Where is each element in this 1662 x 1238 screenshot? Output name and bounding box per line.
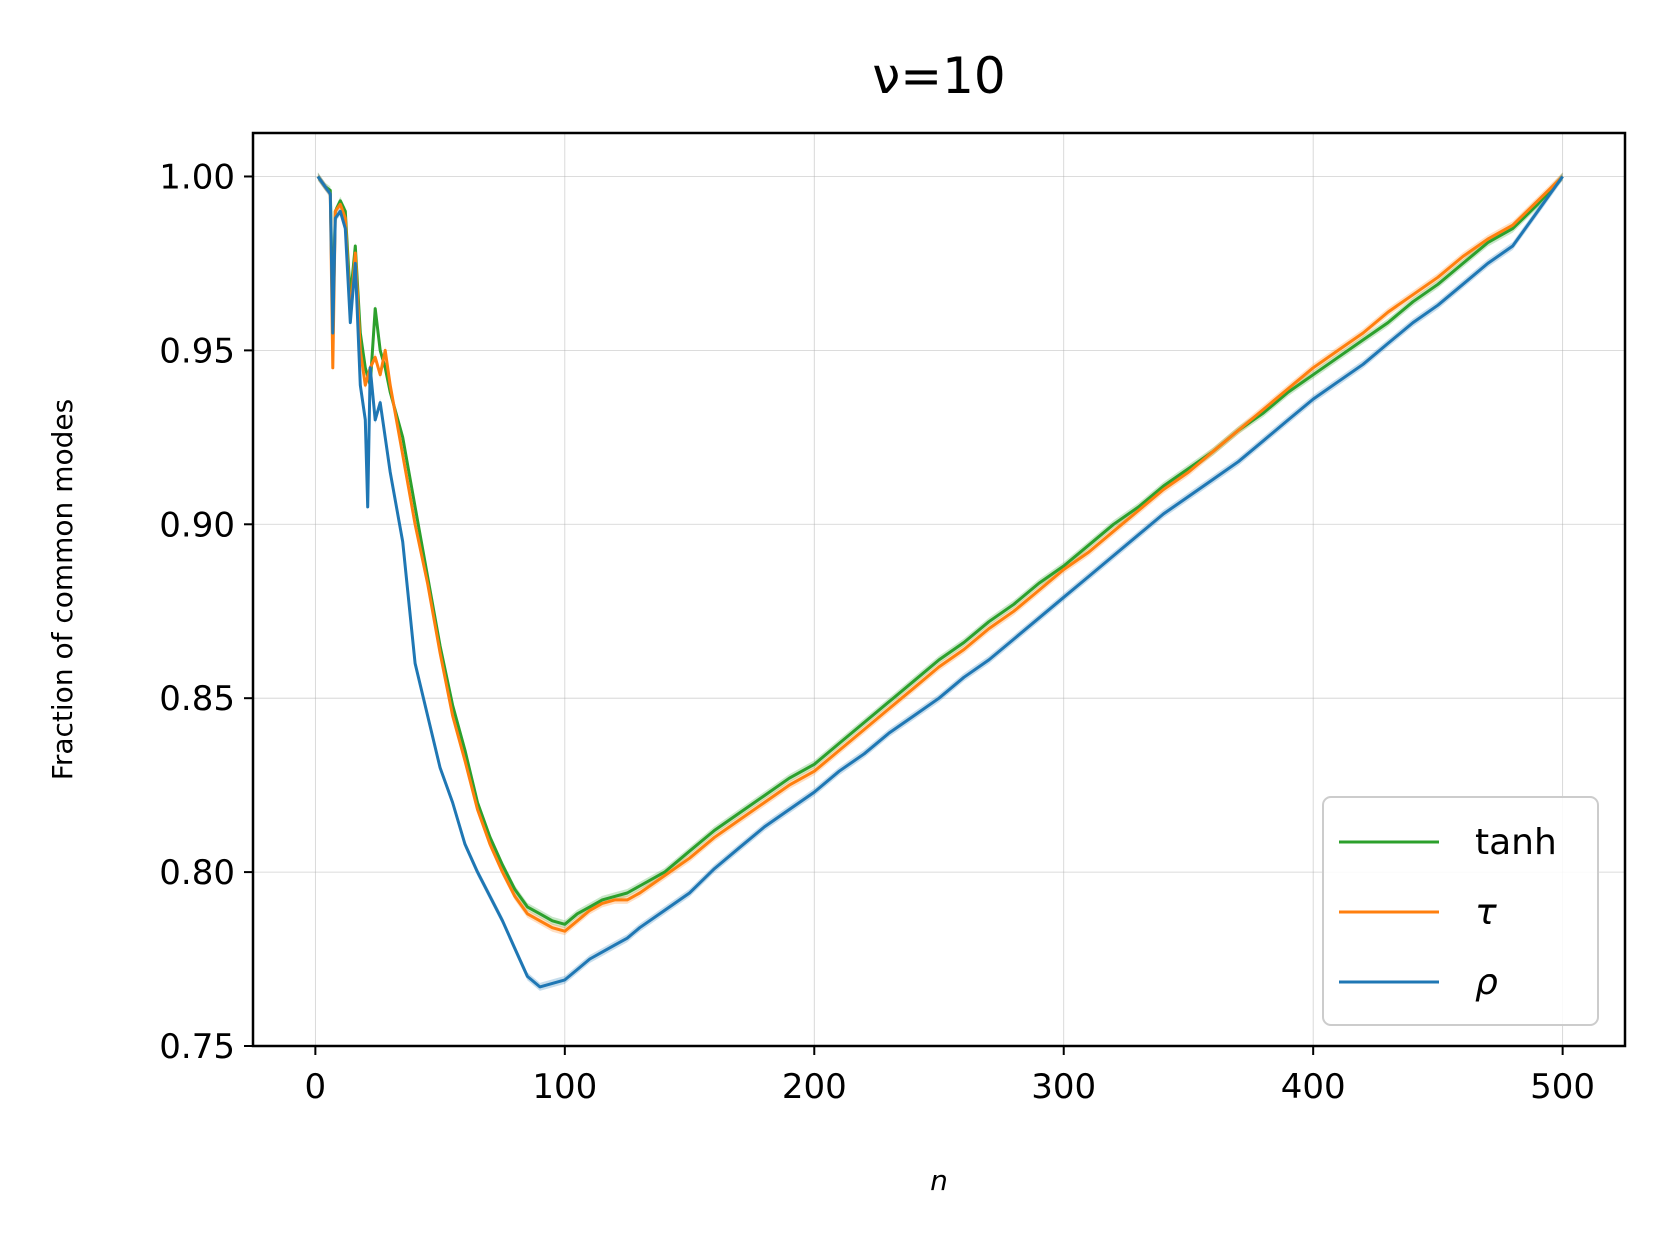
x-tick-label: 200 [782, 1067, 847, 1107]
x-tick-label: 400 [1281, 1067, 1346, 1107]
legend-label-0: tanh [1475, 822, 1557, 863]
chart-title: ν=10 [872, 47, 1005, 105]
y-tick-label: 0.90 [159, 505, 235, 545]
legend-box [1322, 796, 1599, 1026]
y-tick-label: 1.00 [159, 157, 235, 197]
series-lines [316, 175, 1564, 989]
y-tick-label: 0.85 [159, 679, 235, 719]
series-line-2 [316, 175, 1564, 989]
axis-ticks: 0 100 200 300 400 500 0.75 0.80 0.85 0.90 0.95 1.00 [159, 157, 1595, 1107]
x-tick-label: 100 [532, 1067, 597, 1107]
y-tick-label: 0.95 [159, 331, 235, 371]
series-line-1 [316, 175, 1564, 933]
x-tick-label: 0 [305, 1067, 327, 1107]
y-tick-label: 0.80 [159, 853, 235, 893]
series-line-0 [316, 175, 1564, 926]
x-tick-label: 500 [1530, 1067, 1595, 1107]
legend-label-2: ρ [1475, 962, 1498, 1003]
legend: tanh τρ [1322, 796, 1599, 1026]
legend-label-1: τ [1475, 892, 1497, 933]
y-tick-label: 0.75 [159, 1027, 235, 1067]
x-axis-label: n [930, 1164, 948, 1197]
y-axis-label: Fraction of common modes [46, 399, 79, 780]
plot-area-frame [251, 131, 1627, 1048]
x-tick-label: 300 [1031, 1067, 1096, 1107]
